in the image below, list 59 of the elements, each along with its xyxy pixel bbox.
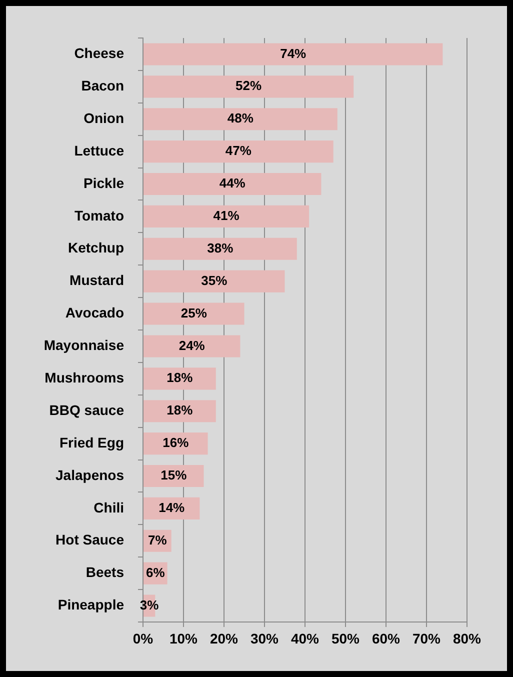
data-label: 24% [178, 338, 206, 353]
data-label: 52% [236, 78, 262, 94]
bar [144, 270, 285, 292]
x-tick-label: 0% [132, 630, 154, 646]
y-tick-label: Mayonnaise [44, 337, 124, 354]
data-label: 38% [207, 240, 234, 256]
bar [144, 238, 297, 260]
bar [144, 302, 244, 325]
data-label: 3% [140, 597, 160, 612]
x-tick-label: 40% [290, 630, 320, 646]
data-label: 15% [160, 468, 188, 483]
data-label: 44% [219, 176, 246, 191]
y-tick-label: Cheese [74, 45, 124, 62]
y-tick-label: Tomato [74, 207, 124, 224]
y-tick-label: Jalapenos [56, 466, 124, 483]
data-label: 74% [280, 46, 307, 61]
x-tick-label: 70% [412, 630, 442, 646]
x-tick-label: 20% [210, 630, 239, 646]
x-tick-label: 10% [169, 630, 198, 646]
bar [144, 432, 208, 455]
y-tick-label: Mushrooms [44, 370, 124, 386]
y-tick-label: Hot Sauce [56, 532, 124, 548]
y-tick-label: Lettuce [74, 142, 124, 158]
y-tick-label: Onion [84, 110, 124, 126]
bar [144, 172, 322, 196]
bar [144, 368, 216, 390]
y-tick-label: Bacon [81, 78, 124, 94]
y-tick-label: Ketchup [68, 240, 124, 256]
x-tick-label: 80% [452, 630, 482, 646]
data-label: 25% [180, 305, 208, 320]
x-tick-label: 60% [372, 630, 401, 646]
data-label: 35% [201, 272, 228, 288]
bar [144, 400, 216, 422]
data-label: 6% [146, 564, 166, 580]
bar [144, 464, 204, 488]
x-tick-label: 30% [250, 630, 280, 646]
y-tick-label: Pickle [84, 174, 124, 191]
y-tick-label: Beets [86, 564, 124, 580]
y-tick-label: Mustard [70, 272, 124, 288]
y-tick-label: BBQ sauce [49, 402, 124, 418]
bar [144, 335, 240, 358]
data-label: 41% [213, 208, 240, 224]
data-label: 14% [158, 500, 186, 516]
y-tick-label: Pineapple [58, 596, 124, 613]
bar [144, 76, 354, 98]
data-label: 18% [166, 402, 194, 418]
data-label: 7% [148, 532, 168, 548]
y-tick-label: Avocado [65, 304, 124, 321]
data-label: 48% [227, 110, 254, 126]
bar [144, 43, 443, 66]
bar [144, 108, 338, 130]
bar [144, 140, 334, 163]
data-label: 47% [225, 143, 252, 158]
x-tick-label: 50% [331, 630, 360, 646]
data-label: 18% [166, 370, 194, 386]
data-label: 16% [162, 435, 190, 450]
y-tick-label: Fried Egg [59, 434, 124, 450]
y-tick-label: Chili [94, 499, 124, 516]
bar [144, 205, 310, 228]
